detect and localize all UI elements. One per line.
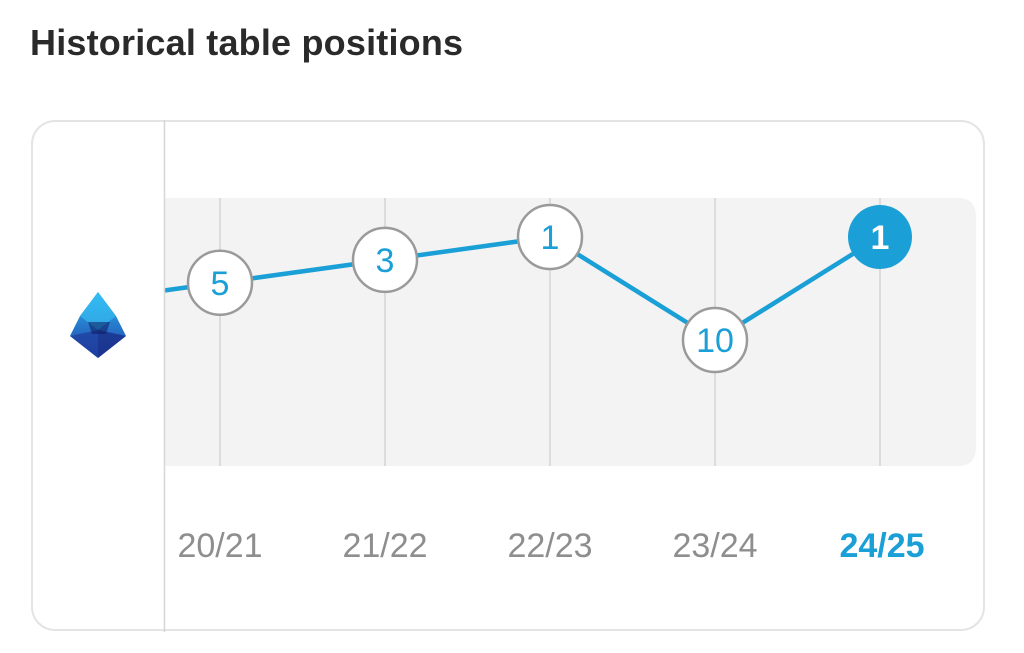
data-point[interactable]: 10: [681, 306, 749, 374]
x-tick-label[interactable]: 20/21: [177, 527, 262, 565]
point-label: 3: [376, 242, 395, 280]
point-label: 1: [541, 219, 560, 257]
point-label: 1: [871, 219, 890, 257]
point-marker: [351, 226, 419, 294]
league-logo-icon[interactable]: [66, 290, 130, 362]
data-point[interactable]: 1: [516, 203, 584, 271]
point-marker: [848, 205, 912, 269]
x-tick-label[interactable]: 24/25: [839, 527, 924, 565]
x-tick-label[interactable]: 23/24: [672, 527, 757, 565]
x-tick-label[interactable]: 21/22: [342, 527, 427, 565]
data-point[interactable]: 1: [848, 205, 912, 269]
x-tick-label[interactable]: 22/23: [507, 527, 592, 565]
point-marker: [516, 203, 584, 271]
data-point[interactable]: 3: [351, 226, 419, 294]
data-point[interactable]: 5: [186, 249, 254, 317]
point-label: 10: [696, 322, 734, 360]
page-title: Historical table positions: [30, 22, 464, 63]
point-label: 5: [211, 265, 230, 303]
point-marker: [186, 249, 254, 317]
point-marker: [681, 306, 749, 374]
